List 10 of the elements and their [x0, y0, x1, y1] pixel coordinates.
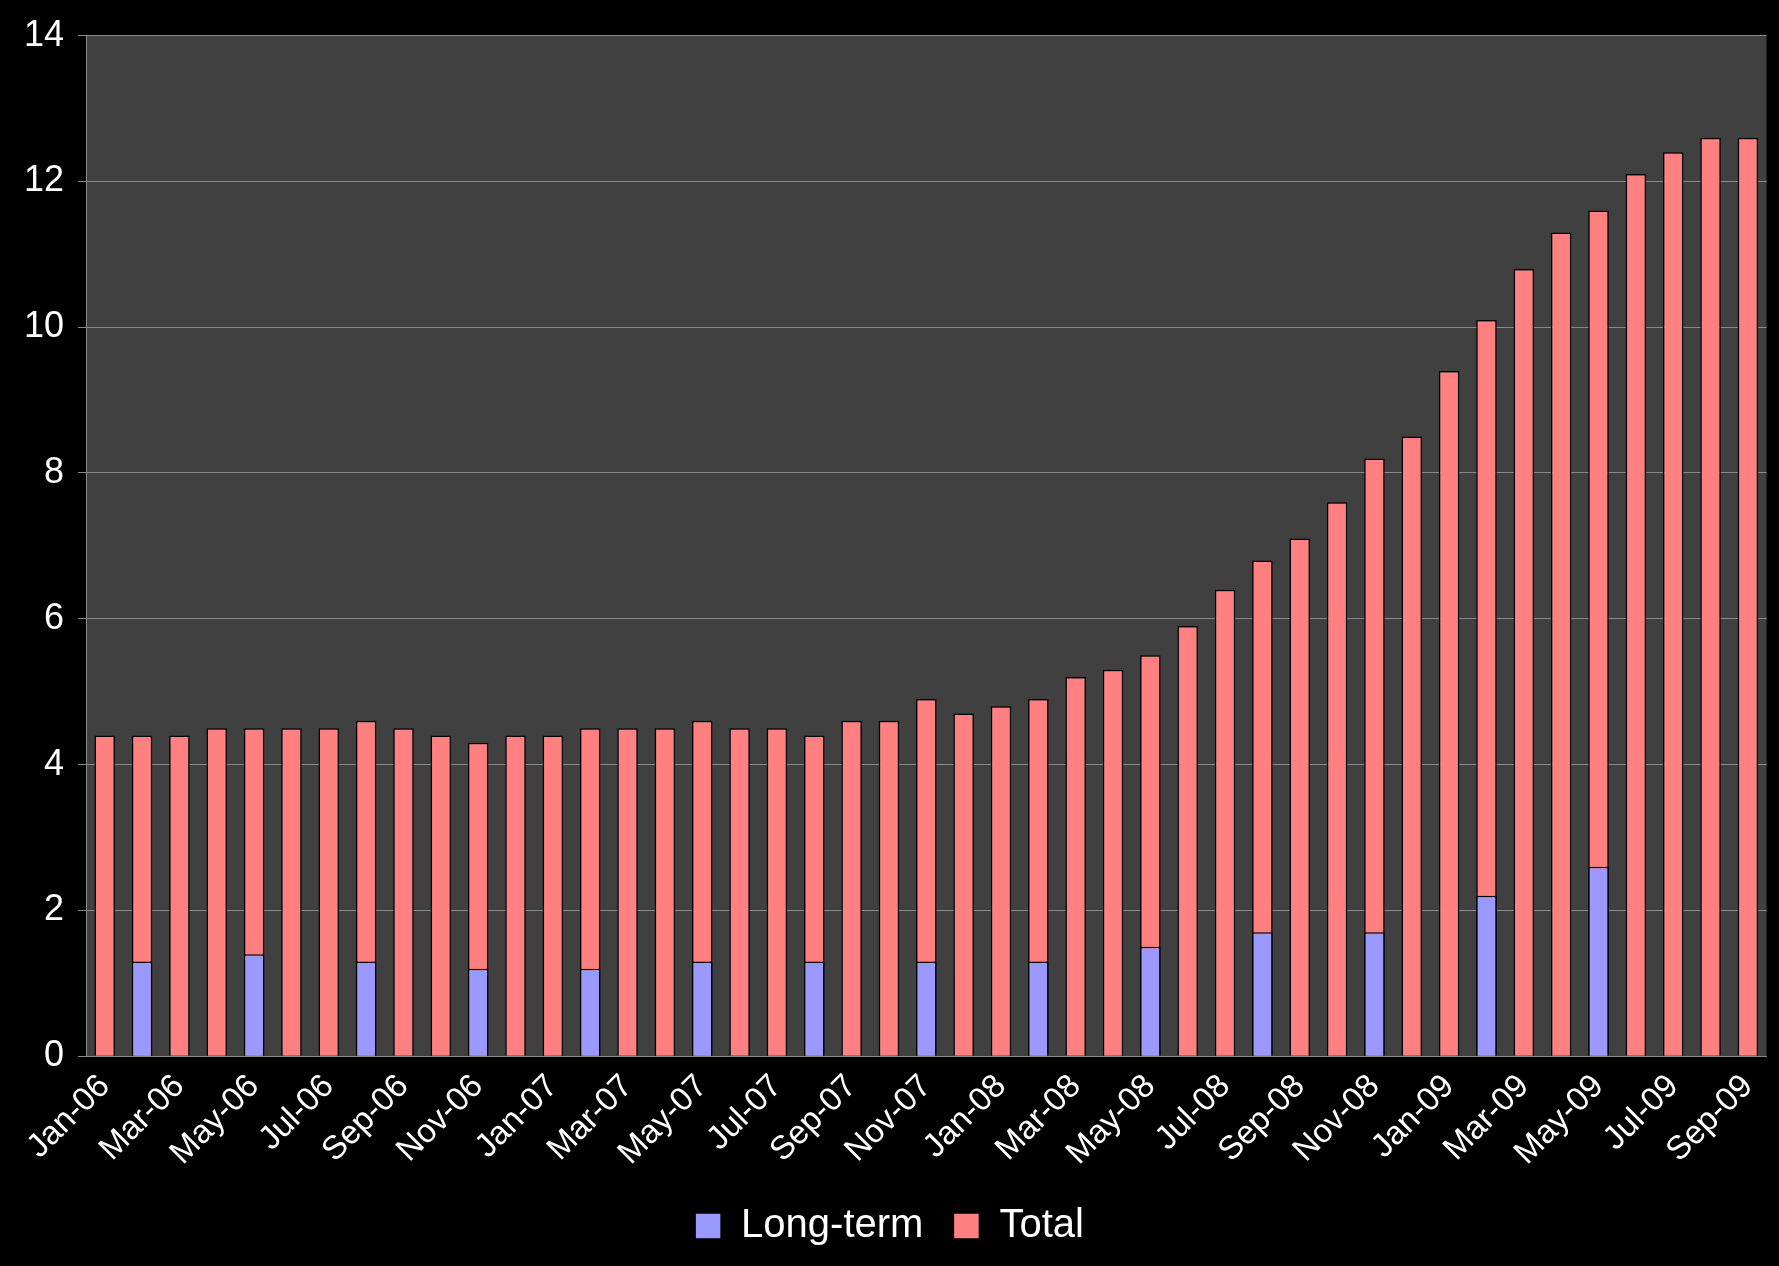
legend-label: Total — [999, 1201, 1084, 1246]
legend-label: Long-term — [741, 1201, 924, 1246]
y-tick-label: 2 — [44, 887, 65, 929]
y-tick-label: 10 — [24, 304, 65, 346]
y-tick-label: 12 — [24, 158, 65, 200]
y-tick-label: 8 — [44, 449, 65, 491]
y-tick-label: 4 — [44, 741, 65, 783]
y-tick-label: 0 — [44, 1033, 65, 1075]
y-tick-label: 6 — [44, 595, 65, 637]
y-tick-label: 14 — [24, 12, 65, 54]
